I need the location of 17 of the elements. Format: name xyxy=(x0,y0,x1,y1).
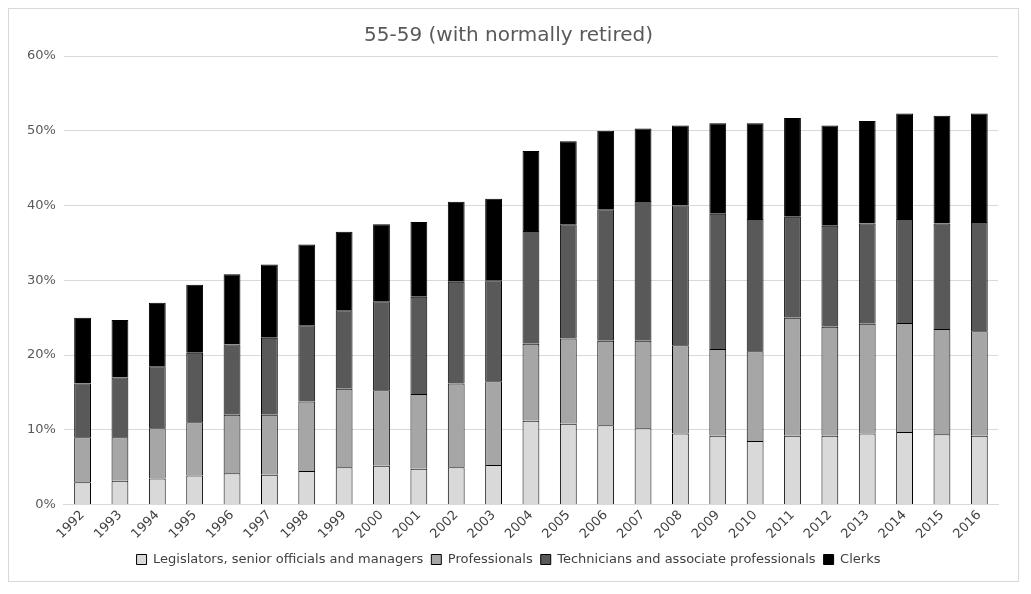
legend-label: Clerks xyxy=(840,550,881,566)
bar xyxy=(784,118,801,217)
y-tick-label: 60% xyxy=(26,47,56,63)
legend-label: Technicians and associate professionals xyxy=(556,550,816,566)
legend-label: Legislators, senior officials and managers xyxy=(153,550,424,566)
y-tick-label: 30% xyxy=(26,271,56,287)
y-tick-label: 20% xyxy=(26,346,56,362)
bar xyxy=(74,317,91,384)
y-tick-label: 0% xyxy=(35,495,56,511)
bar xyxy=(896,113,913,219)
bar xyxy=(373,224,390,302)
chart-title: 55-59 (with normally retired) xyxy=(364,22,653,47)
y-tick-label: 10% xyxy=(26,421,56,437)
legend-label: Professionals xyxy=(447,550,533,566)
y-tick-label: 50% xyxy=(26,122,56,138)
bar xyxy=(485,198,502,281)
y-tick-label: 40% xyxy=(26,196,56,212)
